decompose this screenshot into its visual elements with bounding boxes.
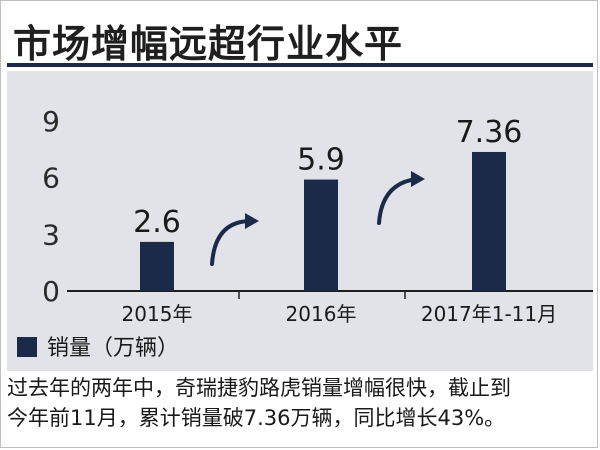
x-tick-label: 2016年 (286, 302, 357, 326)
growth-arrow-icon (377, 171, 425, 225)
data-label: 7.36 (456, 115, 523, 150)
bar (472, 151, 506, 291)
growth-arrow-icon (210, 213, 259, 266)
bar (304, 179, 338, 291)
legend-label: 销量（万辆） (47, 336, 179, 361)
title-bar: 市场增幅远超行业水平 (7, 9, 593, 67)
y-tick-label: 9 (42, 105, 60, 138)
bar-chart: 0 3 6 9 2015年 2016年 2017年1-11月 2.6 5.9 7.36 销量（万… (17, 105, 593, 361)
page-title: 市场增幅远超行业水平 (13, 22, 404, 66)
y-tick-label: 6 (42, 162, 60, 195)
x-tick-label: 2017年1-11月 (421, 302, 557, 326)
caption: 过去年的两年中，奇瑞捷豹路虎销量增幅很快，截止到 今年前11月，累计销量破7.3… (7, 373, 593, 433)
caption-line-1: 过去年的两年中，奇瑞捷豹路虎销量增幅很快，截止到 (7, 376, 511, 400)
chart-panel: 0 3 6 9 2015年 2016年 2017年1-11月 2.6 5.9 7.36 销量（万… (7, 71, 593, 371)
bar (140, 241, 174, 291)
x-tick-label: 2015年 (122, 302, 193, 326)
y-tick-label: 3 (42, 218, 60, 251)
data-label: 5.9 (297, 143, 345, 178)
data-label: 2.6 (133, 205, 181, 240)
caption-line-2: 今年前11月，累计销量破7.36万辆，同比增长43%。 (7, 406, 506, 430)
legend-swatch (17, 337, 37, 357)
y-tick-label: 0 (42, 275, 60, 308)
